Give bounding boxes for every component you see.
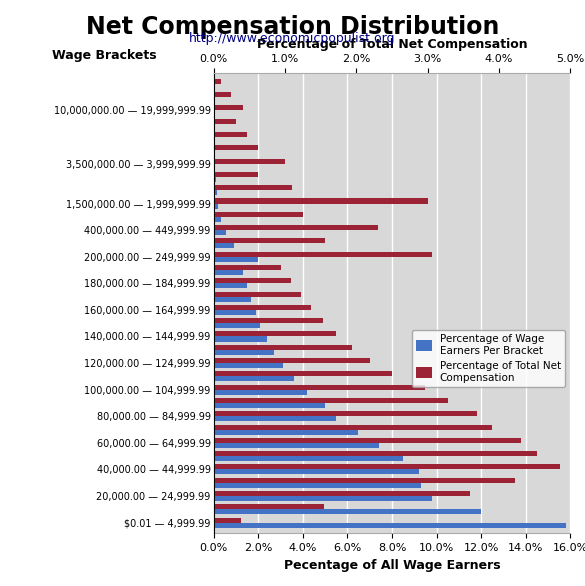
Bar [214, 318, 323, 323]
Bar [214, 185, 292, 190]
Bar [214, 278, 291, 283]
Bar [214, 430, 359, 435]
Bar [214, 456, 403, 461]
Bar [214, 310, 256, 315]
Bar [214, 270, 243, 275]
Bar [214, 336, 267, 342]
Bar [214, 92, 232, 97]
Bar [214, 478, 515, 483]
Bar [214, 523, 566, 527]
Bar [214, 119, 236, 124]
Bar [214, 177, 216, 182]
Bar [214, 384, 425, 390]
X-axis label: Pecentage of All Wage Earners: Pecentage of All Wage Earners [284, 558, 500, 571]
Bar [214, 163, 215, 169]
Bar [214, 172, 259, 177]
Bar [214, 199, 428, 203]
Bar [214, 483, 421, 488]
Bar [214, 416, 336, 421]
Bar [214, 297, 252, 302]
Bar [214, 230, 226, 235]
Bar [214, 225, 378, 230]
Bar [214, 111, 215, 115]
Bar [214, 469, 419, 475]
Bar [214, 372, 392, 376]
Bar [214, 159, 285, 163]
Bar [214, 292, 301, 297]
Bar [214, 105, 243, 111]
Bar [214, 251, 432, 257]
Bar [214, 443, 378, 448]
Bar [214, 345, 352, 350]
Bar [214, 265, 281, 270]
Bar [214, 239, 325, 243]
Bar [214, 358, 370, 363]
Bar [214, 505, 324, 509]
Bar [214, 190, 217, 195]
Bar [214, 398, 448, 403]
Bar [214, 257, 258, 262]
X-axis label: Percentage of Total Net Compensation: Percentage of Total Net Compensation [257, 38, 527, 51]
Bar [214, 283, 247, 288]
Text: http://www.economicpopulist.org: http://www.economicpopulist.org [190, 32, 395, 45]
Bar [214, 438, 521, 443]
Bar [214, 509, 481, 515]
Bar [214, 491, 470, 496]
Bar [214, 151, 215, 155]
Bar [214, 376, 294, 381]
Bar [214, 496, 432, 501]
Bar [214, 390, 307, 395]
Bar [214, 217, 221, 222]
Bar [214, 132, 247, 137]
Bar [214, 332, 336, 336]
Bar [214, 403, 325, 408]
Bar [214, 363, 283, 368]
Bar [214, 350, 274, 355]
Bar [214, 305, 311, 310]
Bar [214, 203, 218, 209]
Bar [214, 424, 492, 430]
Bar [214, 79, 221, 84]
Bar [214, 145, 259, 151]
Bar [214, 212, 303, 217]
Bar [214, 323, 260, 328]
Text: Net Compensation Distribution: Net Compensation Distribution [86, 15, 499, 39]
Legend: Percentage of Wage
Earners Per Bracket, Percentage of Total Net
Compensation: Percentage of Wage Earners Per Bracket, … [412, 330, 565, 387]
Text: Wage Brackets: Wage Brackets [53, 49, 157, 62]
Bar [214, 243, 233, 248]
Bar [214, 451, 537, 456]
Bar [214, 464, 560, 469]
Bar [214, 411, 477, 416]
Bar [214, 517, 240, 523]
